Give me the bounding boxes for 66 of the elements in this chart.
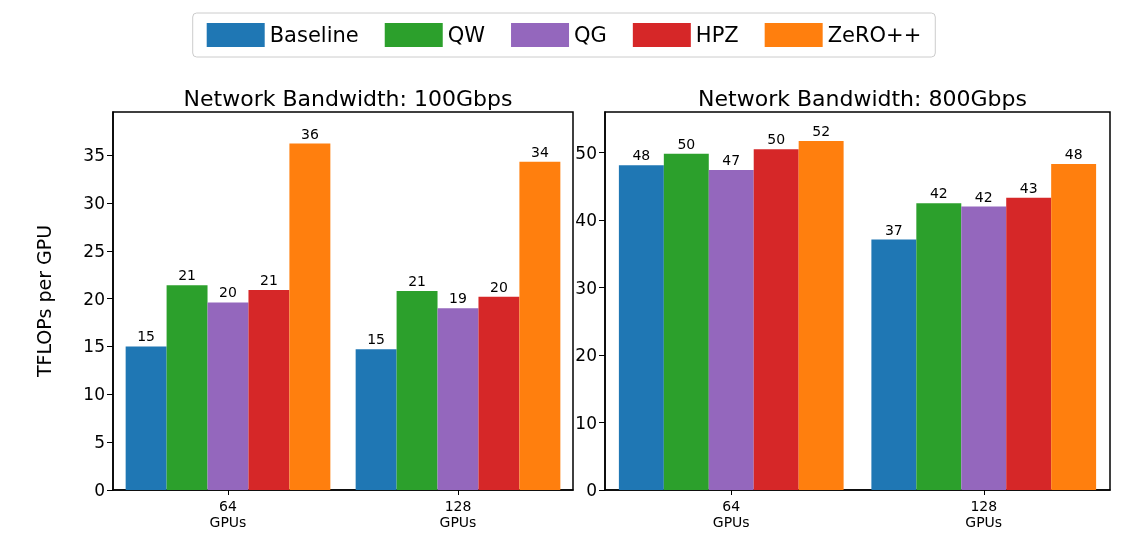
legend-label: QW	[447, 23, 486, 47]
y-tick-label: 0	[94, 480, 105, 500]
bar	[166, 285, 208, 490]
x-tick-label: 64 GPUs	[209, 498, 247, 530]
legend-label: HPZ	[695, 23, 739, 47]
legend-label: Baseline	[269, 23, 359, 47]
chart-title: Network Bandwidth: 800Gbps	[698, 85, 1027, 111]
data-label: 20	[490, 278, 508, 295]
bar	[753, 149, 799, 490]
y-tick-label: 30	[83, 192, 105, 213]
data-label: 20	[219, 284, 237, 301]
data-label: 19	[449, 290, 467, 307]
bar	[396, 290, 438, 490]
data-label: 36	[300, 125, 319, 142]
data-label: 52	[812, 123, 831, 140]
data-label: 21	[260, 271, 278, 288]
bar	[437, 308, 479, 490]
data-label: 50	[767, 131, 786, 148]
data-label: 42	[974, 188, 993, 205]
bar	[289, 143, 331, 490]
data-label: 50	[677, 135, 696, 152]
bar	[478, 296, 520, 490]
data-label: 34	[530, 143, 549, 160]
data-label: 15	[137, 328, 156, 345]
y-tick-label: 20	[83, 288, 105, 309]
data-label: 37	[884, 221, 903, 238]
data-label: 43	[1019, 179, 1038, 196]
bar	[125, 346, 167, 490]
bar	[708, 170, 754, 490]
data-label: 21	[408, 272, 426, 289]
data-label: 42	[929, 185, 948, 202]
y-tick-label: 5	[94, 432, 105, 453]
y-tick-label: 40	[575, 210, 597, 230]
bar	[207, 302, 249, 490]
y-tick-label: 0	[586, 480, 597, 500]
bar	[798, 141, 844, 490]
bar	[355, 349, 397, 490]
y-tick-label: 30	[575, 277, 597, 298]
x-tick-label: 128 GPUs	[965, 498, 1003, 530]
bar	[519, 161, 561, 490]
data-label: 47	[722, 152, 741, 169]
data-label: 21	[178, 267, 196, 284]
y-tick-label: 10	[575, 412, 597, 433]
y-tick-label: 10	[83, 384, 105, 405]
bar	[663, 153, 709, 490]
y-tick-label: 20	[575, 345, 597, 365]
y-tick-label: 50	[575, 142, 597, 163]
legend-label: QG	[574, 23, 607, 47]
bar	[618, 165, 664, 490]
y-tick-label: 35	[83, 145, 105, 166]
bar	[961, 206, 1007, 490]
bar	[916, 203, 962, 490]
bar	[1006, 197, 1052, 490]
x-tick-label: 64 GPUs	[712, 498, 750, 530]
chart-title: Network Bandwidth: 100Gbps	[183, 85, 513, 111]
y-axis-title: TFLOPs per GPU	[32, 224, 55, 379]
y-tick-label: 15	[83, 336, 105, 357]
data-label: 48	[1064, 145, 1083, 162]
bar	[248, 289, 290, 490]
data-label: 15	[367, 331, 386, 348]
bar	[871, 239, 917, 490]
data-label: 48	[632, 147, 651, 164]
x-tick-label: 128 GPUs	[439, 498, 477, 530]
bar	[1051, 163, 1097, 490]
y-tick-label: 25	[83, 240, 105, 261]
legend-label: ZeRO++	[827, 23, 922, 47]
